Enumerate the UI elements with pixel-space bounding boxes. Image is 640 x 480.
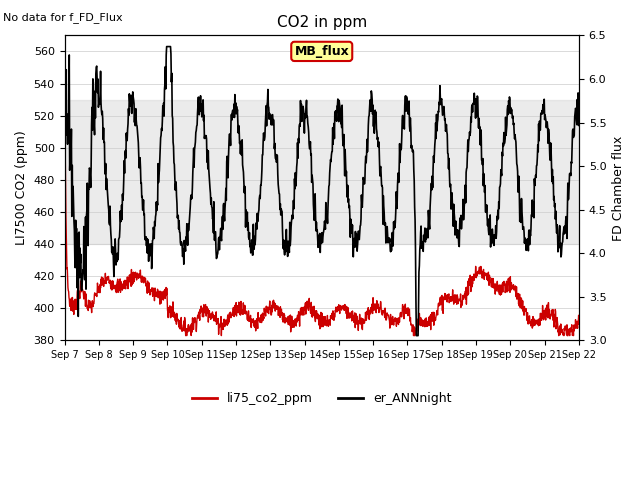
Y-axis label: LI7500 CO2 (ppm): LI7500 CO2 (ppm) xyxy=(15,131,28,245)
Title: CO2 in ppm: CO2 in ppm xyxy=(276,15,367,30)
Y-axis label: FD Chamber flux: FD Chamber flux xyxy=(612,135,625,240)
Legend: li75_co2_ppm, er_ANNnight: li75_co2_ppm, er_ANNnight xyxy=(187,387,456,410)
Text: MB_flux: MB_flux xyxy=(294,45,349,58)
Text: No data for f_FD_Flux: No data for f_FD_Flux xyxy=(3,12,123,23)
Bar xyxy=(65,99,579,244)
